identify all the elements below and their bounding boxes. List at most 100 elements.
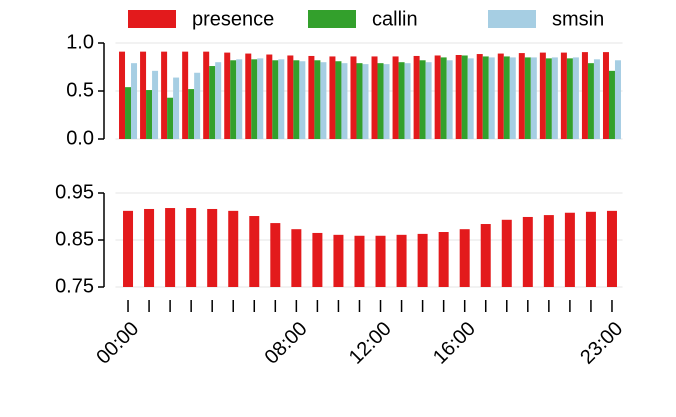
bar [335, 61, 342, 139]
bar [404, 63, 411, 139]
x-tick-label: 23:00 [576, 318, 627, 369]
bar [329, 56, 336, 139]
legend-label: smsin [552, 8, 604, 30]
bar [236, 59, 243, 139]
bar [593, 59, 600, 139]
bar [167, 97, 174, 139]
bar [188, 89, 195, 139]
bar [224, 52, 231, 139]
bar [572, 57, 579, 139]
bar [488, 57, 495, 139]
bar [524, 57, 531, 139]
bar [333, 234, 344, 287]
bar [551, 57, 558, 139]
bar [396, 234, 407, 287]
bar [350, 56, 357, 139]
bar [566, 58, 573, 139]
bar [144, 208, 155, 287]
bar [182, 51, 189, 139]
x-tick-label: 12:00 [345, 318, 396, 369]
legend-swatch [308, 10, 356, 28]
bar [293, 60, 300, 139]
bar [539, 52, 546, 139]
bar [228, 210, 239, 287]
bar [251, 59, 258, 139]
bar [587, 63, 594, 139]
legend-label: callin [372, 8, 418, 30]
bar [194, 72, 201, 139]
bar [383, 64, 390, 139]
bar [230, 60, 237, 139]
bar [446, 60, 453, 139]
bar [480, 224, 491, 287]
bar [165, 208, 176, 287]
bar [119, 51, 126, 139]
bar [320, 62, 327, 140]
bar [203, 51, 210, 139]
bar [356, 63, 363, 139]
bar [215, 62, 222, 140]
x-tick-label: 00:00 [92, 318, 143, 369]
bar [287, 55, 294, 140]
bar [585, 211, 596, 287]
bar [497, 53, 504, 140]
y-tick-label: 0.95 [55, 181, 94, 203]
bar [476, 54, 483, 139]
bar [291, 229, 302, 287]
bar [341, 63, 348, 139]
bar [509, 57, 516, 139]
bar [278, 59, 285, 139]
bar [543, 215, 554, 287]
bar [272, 60, 279, 139]
bar [522, 216, 533, 287]
bar [581, 52, 588, 140]
bar [602, 52, 609, 140]
bar [245, 53, 252, 140]
bar [146, 90, 153, 139]
bar [434, 55, 441, 140]
y-tick-label: 0.5 [66, 79, 94, 101]
x-tick-label: 16:00 [429, 318, 480, 369]
bar [125, 87, 132, 139]
bar [440, 57, 447, 139]
bar [354, 235, 365, 287]
bar [371, 56, 378, 139]
bar [249, 216, 260, 287]
bar [564, 212, 575, 287]
bar [314, 60, 321, 139]
bar [518, 53, 525, 139]
bar [413, 55, 420, 139]
bar [312, 232, 323, 287]
bar [123, 210, 134, 287]
bar [417, 233, 428, 287]
bar [266, 54, 273, 139]
y-tick-label: 0.85 [55, 228, 94, 250]
bar [257, 58, 264, 139]
bar [209, 66, 216, 139]
y-tick-label: 0.75 [55, 275, 94, 297]
bar [419, 60, 426, 139]
legend-swatch [488, 10, 536, 28]
bar [459, 229, 470, 287]
bar [455, 55, 462, 139]
bar [161, 51, 168, 139]
x-tick-label: 08:00 [261, 318, 312, 369]
bar [377, 63, 384, 139]
bar [131, 63, 138, 139]
bar [530, 57, 537, 139]
bar [140, 51, 147, 139]
bar [186, 208, 197, 287]
bar [501, 219, 512, 287]
bar [545, 58, 552, 139]
y-tick-label: 1.0 [66, 31, 94, 53]
legend-swatch [128, 10, 176, 28]
bar [270, 223, 281, 287]
bar [560, 52, 567, 139]
bar [362, 64, 369, 139]
bar [461, 55, 468, 140]
bar [398, 62, 405, 140]
bar [608, 70, 615, 139]
bar [375, 235, 386, 287]
bar [207, 208, 218, 287]
